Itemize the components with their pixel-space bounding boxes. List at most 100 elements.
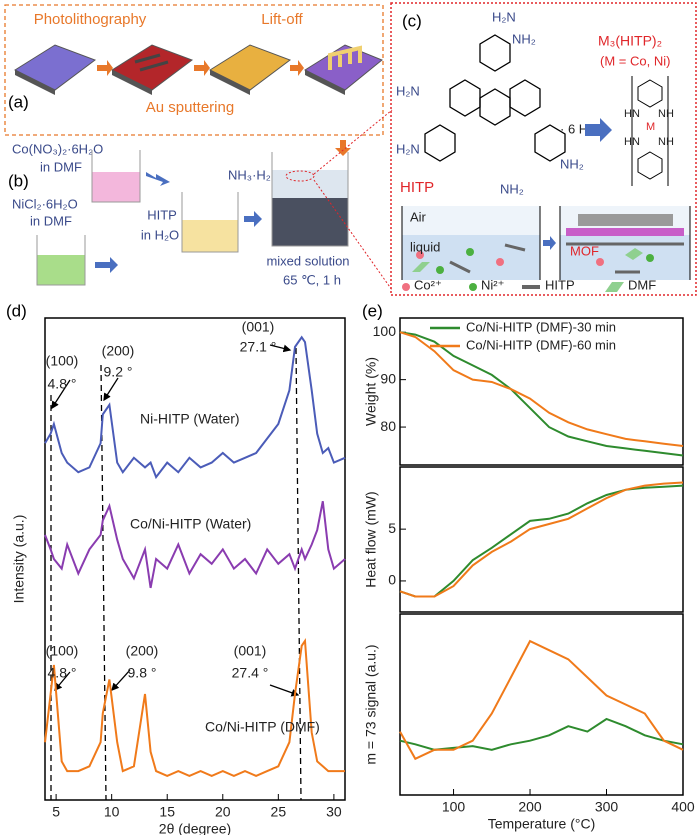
wafers xyxy=(13,44,383,95)
plot-frame xyxy=(399,317,684,466)
panel-a-frame xyxy=(4,4,384,136)
product-formula: M₃(HITP)₂ xyxy=(598,33,662,49)
y-axis-label: Intensity (a.u.) xyxy=(11,515,27,604)
peak-annotation: (100) xyxy=(46,643,79,659)
panel-label: (d) xyxy=(6,301,27,320)
reagent: NH₃·H₂O xyxy=(228,167,281,182)
reagent: Co(NO₃)₂·6H₂O xyxy=(12,141,103,156)
x-tick-label: 200 xyxy=(518,799,542,815)
legend-label: Co²⁺ xyxy=(414,277,442,292)
product-structure xyxy=(631,76,669,186)
peak-annotation: (100) xyxy=(46,353,79,369)
y-tick-label: 5 xyxy=(388,520,396,536)
y-axis-label: Heat flow (mW) xyxy=(363,491,379,587)
panel-label: (a) xyxy=(8,92,29,111)
x-axis-label: Temperature (°C) xyxy=(488,816,596,832)
phase-label: liquid xyxy=(410,239,440,254)
y-tick-label: 80 xyxy=(380,418,396,434)
panel-label: (b) xyxy=(8,171,29,190)
amine: H₂N xyxy=(396,141,420,156)
legend-label: DMF xyxy=(628,277,656,292)
reaction-arrow xyxy=(585,118,612,142)
data-line xyxy=(44,637,345,777)
data-line xyxy=(399,717,684,751)
x-tick-label: 30 xyxy=(326,804,342,820)
series-label: Ni-HITP (Water) xyxy=(140,411,240,427)
legend-label: Co/Ni-HITP (DMF)-60 min xyxy=(466,337,616,352)
legend-label: Co/Ni-HITP (DMF)-30 min xyxy=(466,319,616,334)
peak-annotation: 9.2 ° xyxy=(104,364,133,380)
plot-frame xyxy=(399,466,684,613)
phase-label: Air xyxy=(410,209,427,224)
x-tick-label: 20 xyxy=(215,804,231,820)
y-axis-label: Weight (%) xyxy=(363,357,379,426)
peak-annotation: (200) xyxy=(102,343,135,359)
data-line xyxy=(399,484,684,598)
hitp-molecule xyxy=(424,34,566,162)
reagent: in DMF xyxy=(40,159,82,174)
plot-frame xyxy=(399,613,684,796)
x-tick-label: 15 xyxy=(159,804,175,820)
amine: H₂N xyxy=(492,9,516,24)
peak-annotation: (001) xyxy=(242,319,275,335)
x-axis-label: 2θ (degree) xyxy=(159,821,231,835)
y-tick-label: 100 xyxy=(373,323,397,339)
reagent: mixed solution xyxy=(266,253,349,268)
step-label: Au sputtering xyxy=(146,99,234,116)
peak-annotation: 27.4 ° xyxy=(232,665,269,681)
reagent: NiCl₂·6H₂O xyxy=(12,196,78,211)
data-line xyxy=(44,501,346,589)
ligand-name: HITP xyxy=(400,179,434,196)
data-line xyxy=(399,331,684,457)
panel-label: (e) xyxy=(362,301,383,320)
peak-annotation: 4.8 ° xyxy=(48,376,77,392)
peak-arrows xyxy=(51,344,300,697)
y-axis-label: m = 73 signal (a.u.) xyxy=(363,644,379,764)
x-tick-label: 25 xyxy=(271,804,287,820)
peak-annotation: (001) xyxy=(234,643,267,659)
process-arrows xyxy=(97,60,351,156)
amine: NH₂ xyxy=(560,156,584,171)
x-tick-label: 5 xyxy=(52,804,60,820)
reagent: 65 ℃, 1 h xyxy=(283,272,341,287)
atom: NH xyxy=(658,108,674,120)
y-tick-label: 0 xyxy=(388,572,396,588)
y-tick-label: 90 xyxy=(380,370,396,386)
atom: NH xyxy=(658,136,674,148)
amine: NH₂ xyxy=(512,31,536,46)
x-tick-label: 300 xyxy=(595,799,619,815)
reagent: in DMF xyxy=(30,213,72,228)
atom: HN xyxy=(624,136,640,148)
series-label: Co/Ni-HITP (Water) xyxy=(130,516,251,532)
atom: M xyxy=(646,121,655,133)
x-tick-label: 10 xyxy=(104,804,120,820)
panel-c-frame xyxy=(390,2,697,296)
legend-label: HITP xyxy=(545,277,575,292)
reagent: in H₂O xyxy=(141,227,179,242)
film-label: MOF xyxy=(570,243,599,258)
product-metals: (M = Co, Ni) xyxy=(600,53,670,68)
atom: HN xyxy=(624,108,640,120)
data-line xyxy=(399,481,684,598)
step-label: Lift-off xyxy=(261,11,303,28)
legend-label: Ni²⁺ xyxy=(481,277,504,292)
peak-annotation: 9.8 ° xyxy=(128,665,157,681)
beakers xyxy=(36,109,393,291)
step-label: Photolithography xyxy=(34,11,147,28)
data-line xyxy=(399,331,684,447)
panel-label: (c) xyxy=(402,11,422,30)
flow-arrows xyxy=(95,172,262,273)
amine: H₂N xyxy=(396,83,420,98)
x-tick-label: 400 xyxy=(671,799,695,815)
reagent: HITP xyxy=(147,207,177,222)
series-label: Co/Ni-HITP (DMF) xyxy=(205,719,320,735)
data-line xyxy=(44,335,346,480)
peak-annotation: 27.1 ° xyxy=(240,339,277,355)
interface-scheme xyxy=(401,206,691,292)
amine: NH₂ xyxy=(500,181,524,196)
peak-annotation: (200) xyxy=(126,643,159,659)
peak-annotation: 4.8 ° xyxy=(48,665,77,681)
x-tick-label: 100 xyxy=(442,799,466,815)
data-line xyxy=(399,639,684,761)
